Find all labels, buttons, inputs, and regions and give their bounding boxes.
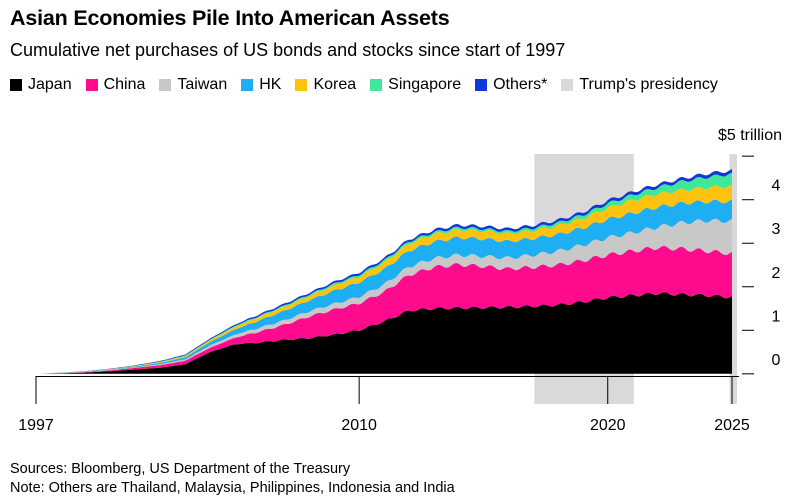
legend-label: Taiwan [177,76,228,93]
y-tick-label: 3 [772,221,781,238]
x-tick-label: 2025 [714,417,750,434]
area-series-singapore [36,172,732,374]
y-tick-label: 1 [772,308,781,325]
legend-swatch [295,79,308,91]
chart-title: Asian Economies Pile Into American Asset… [10,6,450,30]
legend-item: HK [241,73,281,97]
legend-label: Korea [313,76,357,93]
legend-label: Singapore [388,76,462,93]
x-tick-label: 2010 [341,417,377,434]
legend-swatch [10,79,22,91]
legend-label: Japan [28,76,72,93]
legend-swatch [241,79,254,91]
x-tick-label: 1997 [18,417,54,434]
legend-label: China [103,76,146,93]
y-tick-label: 0 [772,352,781,369]
y-tick-label: 2 [772,265,781,282]
chart-footer: Sources: Bloomberg, US Department of the… [10,460,455,498]
legend-item: China [85,73,146,97]
y-tick-label: 4 [772,178,781,195]
area-series-hk [36,199,732,374]
sources-note: Sources: Bloomberg, US Department of the… [10,461,351,477]
legend-item: Trump's presidency [561,73,718,97]
legend-label: Others* [493,76,548,93]
chart-subtitle: Cumulative net purchases of US bonds and… [10,40,566,60]
legend-item: Taiwan [159,73,227,97]
trump-presidency-shade [729,154,737,404]
legend-swatch [159,79,172,91]
legend-swatch [561,79,574,91]
legend-label: Trump's presidency [579,76,718,93]
legend-swatch [85,79,98,91]
legend: Japan China Taiwan HK Korea Singapore Others* T… [10,73,770,99]
area-series-korea [36,184,732,374]
legend-swatch [370,79,383,91]
legend-item: Japan [10,73,72,97]
legend-item: Others* [475,73,547,97]
area-series-china [36,245,732,374]
legend-item: Singapore [370,73,461,97]
area-series-japan [36,292,732,374]
area-series-taiwan [36,218,732,374]
legend-swatch [475,79,488,91]
others-note: Note: Others are Thailand, Malaysia, Phi… [10,480,455,496]
area-series-others [36,169,732,374]
y-unit-label: $5 trillion [718,127,782,144]
legend-label: HK [259,76,282,93]
legend-item: Korea [295,73,356,97]
x-tick-label: 2020 [590,417,626,434]
